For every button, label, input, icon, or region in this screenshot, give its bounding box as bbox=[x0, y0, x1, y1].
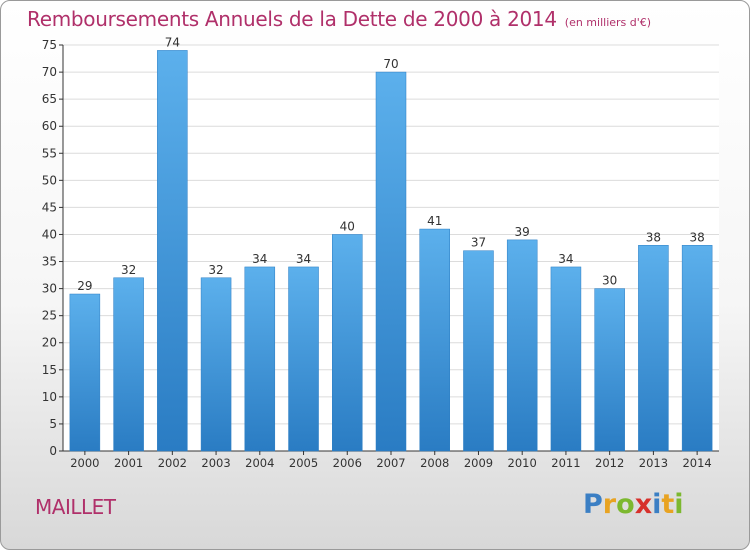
y-tick-label: 15 bbox=[42, 363, 57, 377]
chart-title-text: Remboursements Annuels de la Dette de 20… bbox=[27, 7, 557, 31]
bar bbox=[69, 293, 101, 452]
bar-value-label: 32 bbox=[208, 263, 223, 277]
y-tick-label: 30 bbox=[42, 282, 57, 296]
y-tick-label: 65 bbox=[42, 92, 57, 106]
x-tick-label: 2006 bbox=[333, 456, 362, 470]
y-tick-label: 50 bbox=[42, 173, 57, 187]
x-tick-label: 2001 bbox=[114, 456, 143, 470]
bar bbox=[288, 266, 319, 452]
bar-value-label: 39 bbox=[515, 225, 530, 239]
bar-value-label: 32 bbox=[121, 263, 136, 277]
x-tick-label: 2003 bbox=[201, 456, 230, 470]
bar-value-label: 41 bbox=[427, 214, 442, 228]
logo-letter: P bbox=[583, 489, 603, 520]
y-tick-label: 10 bbox=[42, 390, 57, 404]
bar bbox=[200, 277, 232, 452]
x-tick-label: 2013 bbox=[639, 456, 668, 470]
bar bbox=[157, 50, 188, 452]
x-tick-label: 2002 bbox=[158, 456, 187, 470]
x-tick-label: 2000 bbox=[70, 456, 99, 470]
logo-letter: t bbox=[661, 489, 675, 520]
x-tick-label: 2004 bbox=[245, 456, 274, 470]
y-tick-label: 35 bbox=[42, 255, 57, 269]
bar-value-label: 30 bbox=[602, 274, 617, 288]
bar bbox=[113, 277, 144, 452]
bar bbox=[681, 245, 713, 452]
bar-value-label: 74 bbox=[165, 35, 180, 49]
x-tick-label: 2011 bbox=[551, 456, 580, 470]
bar bbox=[594, 288, 625, 452]
logo-letter: r bbox=[602, 489, 617, 520]
x-tick-label: 2010 bbox=[508, 456, 537, 470]
logo-letter: o bbox=[616, 489, 635, 520]
bar bbox=[506, 239, 538, 452]
logo-letter: x bbox=[634, 489, 653, 520]
y-tick-label: 75 bbox=[42, 38, 57, 52]
bar-value-label: 34 bbox=[296, 252, 311, 266]
y-tick-label: 45 bbox=[42, 200, 57, 214]
bar-value-label: 29 bbox=[77, 279, 92, 293]
bar bbox=[550, 266, 582, 452]
bar bbox=[463, 250, 494, 452]
x-tick-label: 2014 bbox=[682, 456, 711, 470]
x-tick-label: 2007 bbox=[376, 456, 405, 470]
bar-value-label: 34 bbox=[558, 252, 573, 266]
bar-value-label: 40 bbox=[340, 219, 355, 233]
bar-value-label: 70 bbox=[383, 57, 398, 71]
y-tick-label: 25 bbox=[42, 309, 57, 323]
proxiti-logo: Proxiti bbox=[583, 489, 684, 520]
logo-letter: i bbox=[674, 489, 684, 520]
x-tick-label: 2008 bbox=[420, 456, 449, 470]
y-tick-label: 60 bbox=[42, 119, 57, 133]
logo-letter: i bbox=[652, 489, 662, 520]
bar-value-label: 34 bbox=[252, 252, 267, 266]
bar bbox=[419, 228, 450, 452]
y-tick-label: 0 bbox=[49, 444, 57, 458]
bar bbox=[375, 71, 407, 452]
y-tick-label: 55 bbox=[42, 146, 57, 160]
commune-name: MAILLET bbox=[35, 495, 116, 519]
bar-value-label: 38 bbox=[646, 230, 661, 244]
bar-value-label: 37 bbox=[471, 236, 486, 250]
bar-value-label: 38 bbox=[689, 230, 704, 244]
bar bbox=[332, 234, 363, 452]
x-tick-label: 2012 bbox=[595, 456, 624, 470]
bar bbox=[638, 245, 669, 452]
x-tick-label: 2009 bbox=[464, 456, 493, 470]
y-tick-label: 70 bbox=[42, 65, 57, 79]
y-tick-label: 20 bbox=[42, 336, 57, 350]
y-tick-label: 40 bbox=[42, 227, 57, 241]
y-tick-label: 5 bbox=[49, 417, 57, 431]
x-tick-label: 2005 bbox=[289, 456, 318, 470]
bar bbox=[244, 266, 276, 452]
chart-title: Remboursements Annuels de la Dette de 20… bbox=[27, 7, 651, 31]
chart-subtitle: (en milliers d'€) bbox=[564, 16, 652, 29]
